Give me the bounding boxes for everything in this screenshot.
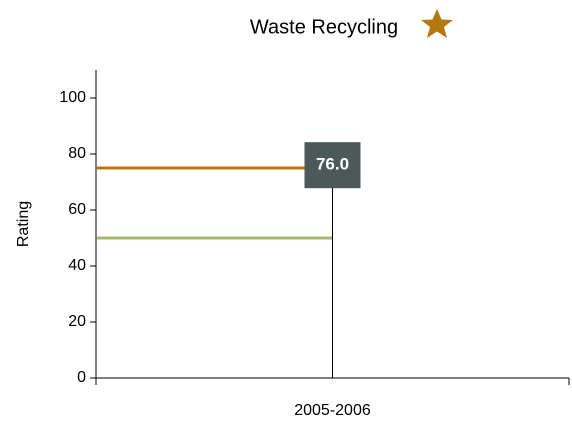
star-icon: [421, 9, 453, 38]
x-tick-label: 2005-2006: [294, 402, 371, 419]
y-tick-label: 20: [68, 313, 86, 330]
chart-title: Waste Recycling: [250, 16, 398, 38]
y-tick-label: 0: [77, 369, 86, 386]
y-tick-label: 100: [59, 89, 86, 106]
data-label: 76.0: [316, 155, 349, 174]
y-axis-label: Rating: [15, 201, 32, 247]
y-tick-label: 60: [68, 201, 86, 218]
y-tick-label: 40: [68, 257, 86, 274]
value-box: [304, 142, 361, 189]
y-tick-label: 80: [68, 145, 86, 162]
